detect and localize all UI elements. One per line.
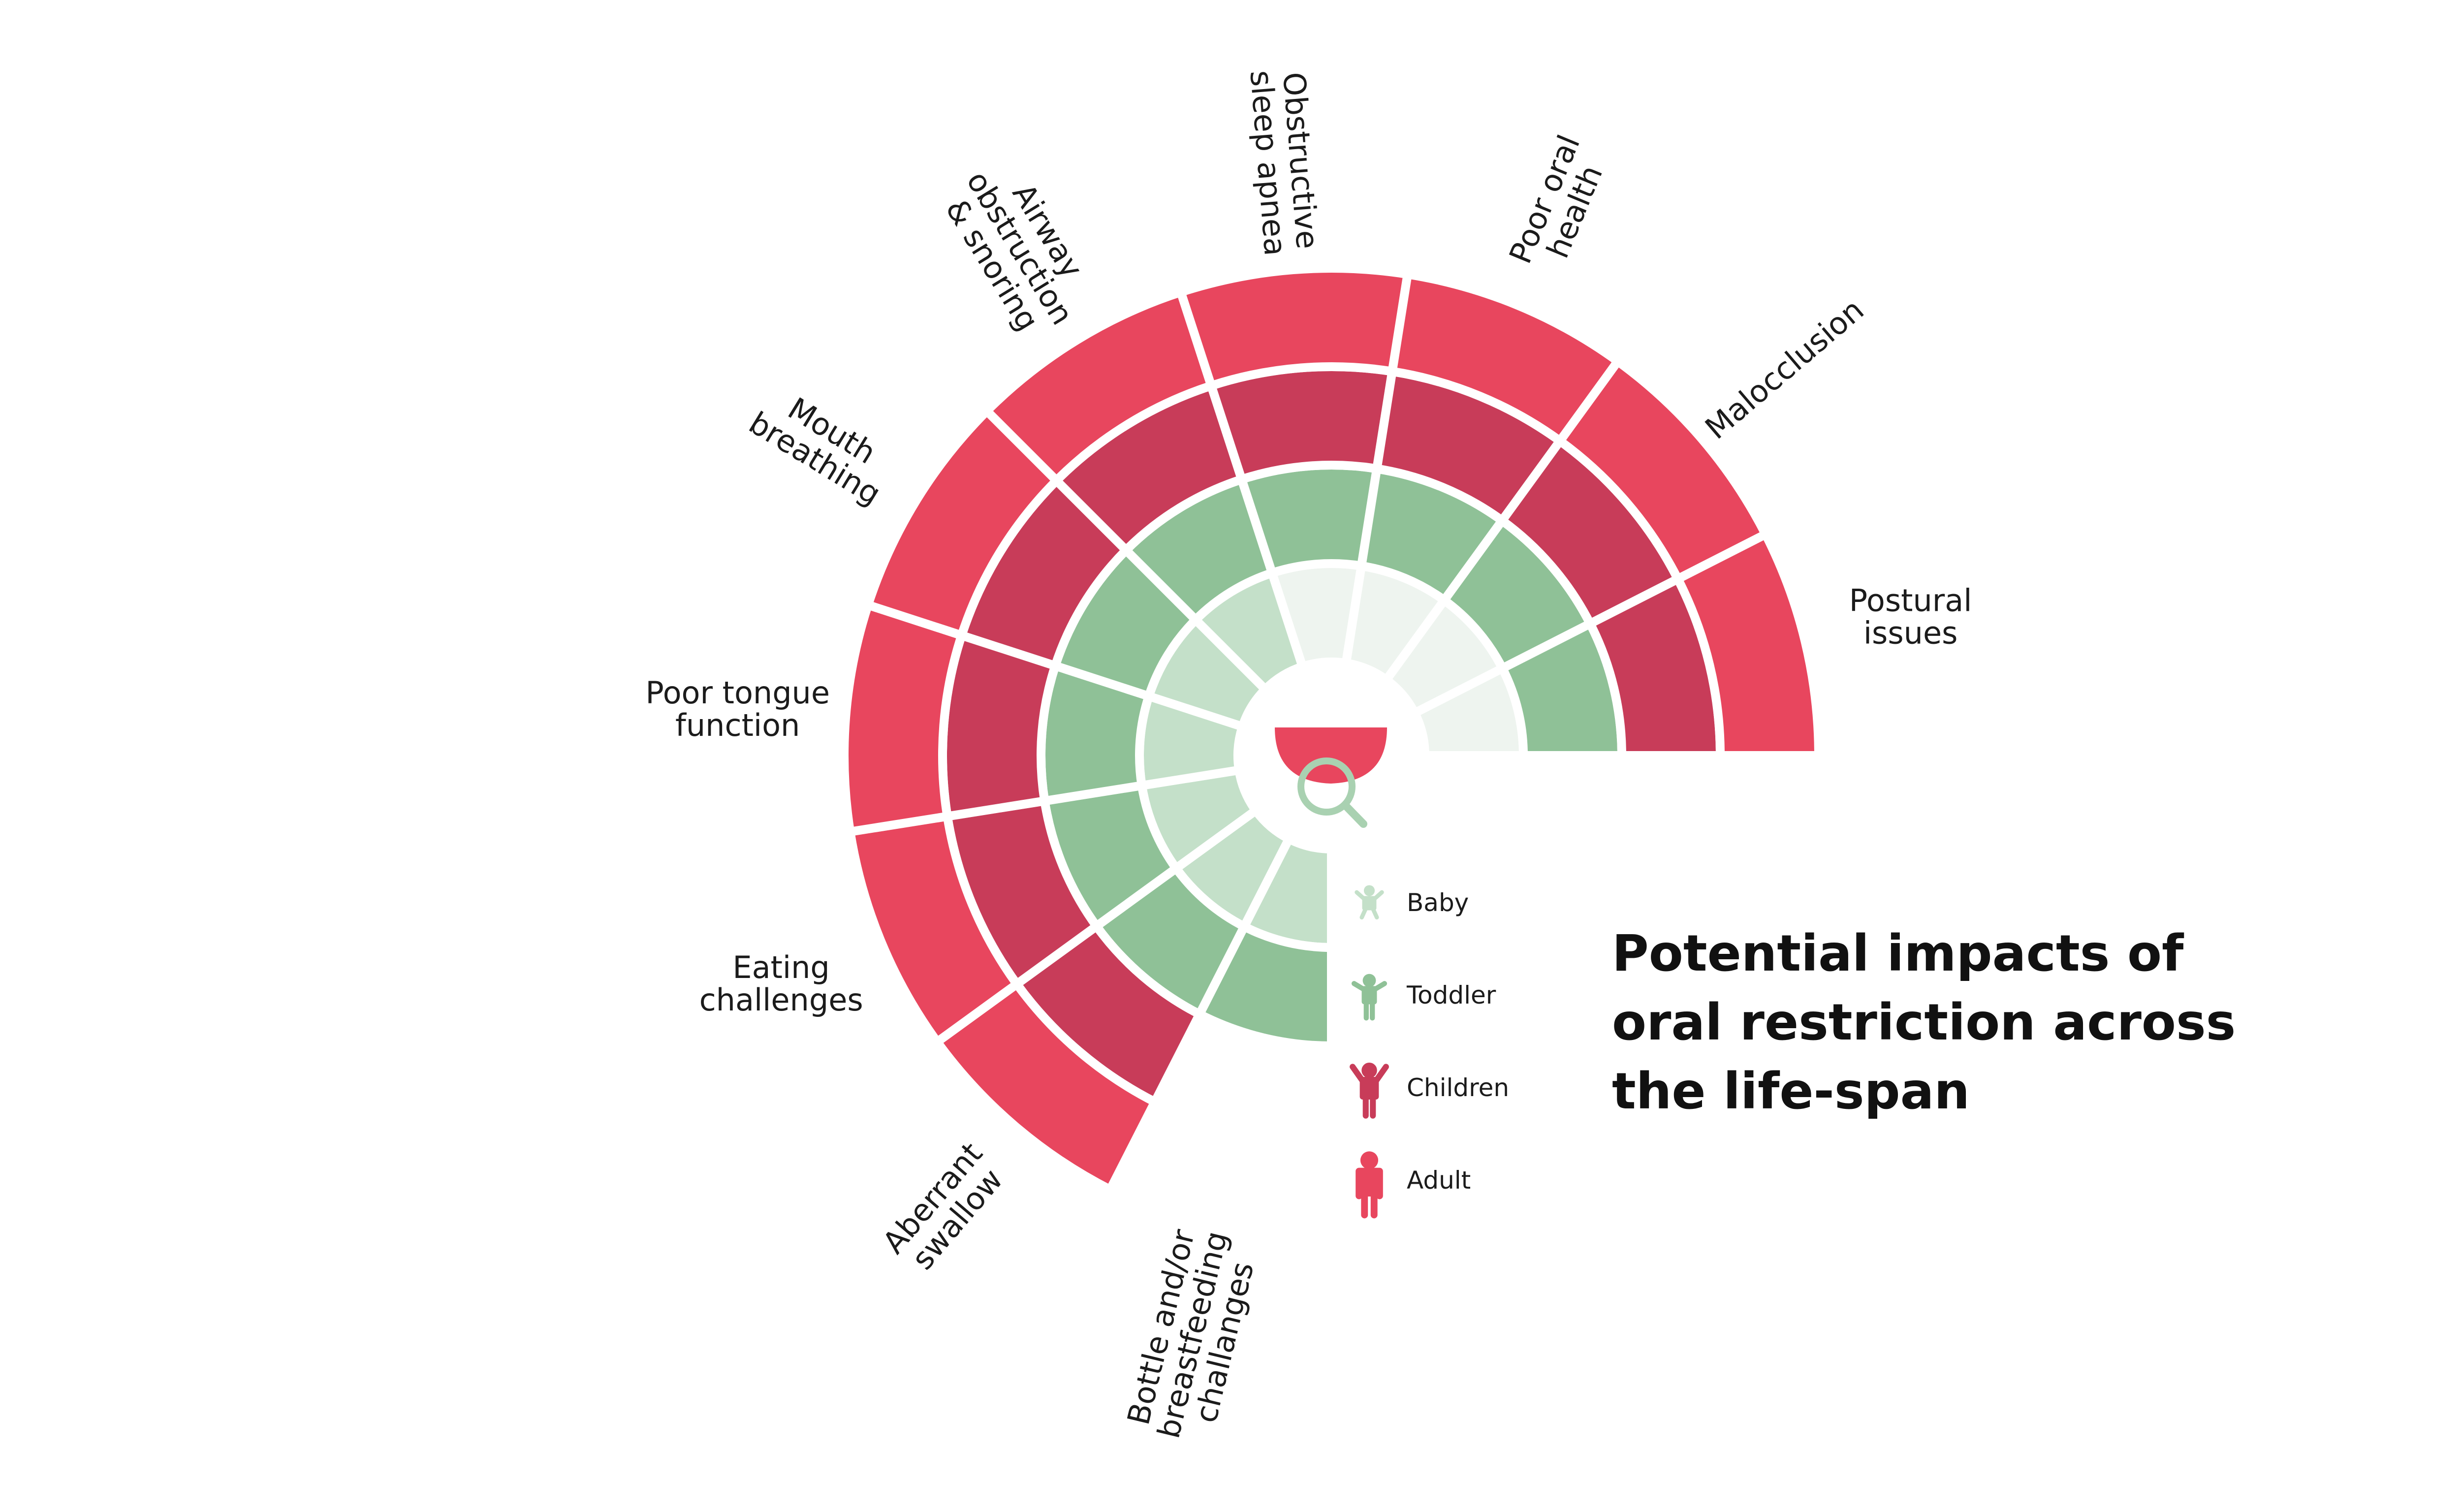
svg-text:Bottle and/orbreastfeedingchal: Bottle and/orbreastfeedingchallanges xyxy=(1119,1220,1266,1449)
legend-item-baby: Baby xyxy=(1355,885,1469,920)
svg-text:Poor oralhealth: Poor oralhealth xyxy=(1502,130,1617,281)
label-eating-challenges: Eating challenges xyxy=(699,949,863,1018)
label-line: function xyxy=(675,707,800,743)
label-poor-tongue-function: Poor tongue function xyxy=(645,675,830,743)
baby-icon xyxy=(1355,885,1384,920)
label-line: Poor tongue xyxy=(645,675,830,711)
segment-obstructive-sleep-apnea-children xyxy=(1206,362,1397,484)
svg-text:Aberrantswallow: Aberrantswallow xyxy=(876,1135,1014,1282)
label-aberrant-swallow: Aberrantswallow xyxy=(876,1135,1014,1282)
adult-icon xyxy=(1356,1151,1383,1219)
chart-title-line-3: the life-span xyxy=(1612,1062,1970,1121)
svg-text:Obstructivesleep apnea: Obstructivesleep apnea xyxy=(1243,66,1326,257)
legend-label-adult: Adult xyxy=(1407,1166,1471,1195)
impact-wheel xyxy=(840,264,1823,1195)
mouth-icon xyxy=(1275,727,1387,784)
age-legend: Baby Toddler Children Adult xyxy=(1350,885,1509,1219)
segment-obstructive-sleep-apnea-adult xyxy=(1176,264,1412,390)
label-malocclusion: Malocclusion xyxy=(1698,292,1870,446)
label-postural-issues: Postural issues xyxy=(1849,583,1972,651)
svg-text:Mouthbreathing: Mouthbreathing xyxy=(743,377,904,512)
label-poor-oral-health: Poor oralhealth xyxy=(1502,130,1617,281)
label-bottle-and-or-breastfeeding-challanges: Bottle and/orbreastfeedingchallanges xyxy=(1119,1220,1266,1449)
label-line: issues xyxy=(1863,615,1958,651)
segment-postural-issues-adult xyxy=(1673,530,1823,760)
legend-item-toddler: Toddler xyxy=(1351,974,1496,1021)
label-line: Malocclusion xyxy=(1698,292,1870,446)
legend-item-adult: Adult xyxy=(1356,1151,1471,1219)
label-line: Eating xyxy=(732,949,829,985)
label-airway-obstruction-snoring: Airwayobstruction& snoring xyxy=(932,148,1108,348)
magnifier-handle xyxy=(1341,801,1367,828)
toddler-icon xyxy=(1351,974,1388,1021)
segment-poor-tongue-function-adult xyxy=(840,600,966,836)
legend-item-children: Children xyxy=(1350,1062,1509,1119)
chart-title-line-1: Potential impacts of xyxy=(1612,924,2184,983)
magnifier-lens xyxy=(1297,757,1356,816)
svg-text:Malocclusion: Malocclusion xyxy=(1698,292,1870,446)
label-line: challenges xyxy=(699,982,863,1018)
svg-text:Airwayobstruction& snoring: Airwayobstruction& snoring xyxy=(932,148,1108,348)
legend-label-children: Children xyxy=(1407,1073,1509,1102)
legend-label-baby: Baby xyxy=(1407,888,1469,917)
label-obstructive-sleep-apnea: Obstructivesleep apnea xyxy=(1243,66,1326,257)
children-icon xyxy=(1350,1062,1389,1119)
label-mouth-breathing: Mouthbreathing xyxy=(743,377,904,512)
legend-label-toddler: Toddler xyxy=(1406,981,1496,1009)
label-line: Postural xyxy=(1849,583,1972,619)
chart-title-line-2: oral restriction across xyxy=(1612,993,2236,1052)
mouth-magnifier-icon xyxy=(1275,727,1387,828)
